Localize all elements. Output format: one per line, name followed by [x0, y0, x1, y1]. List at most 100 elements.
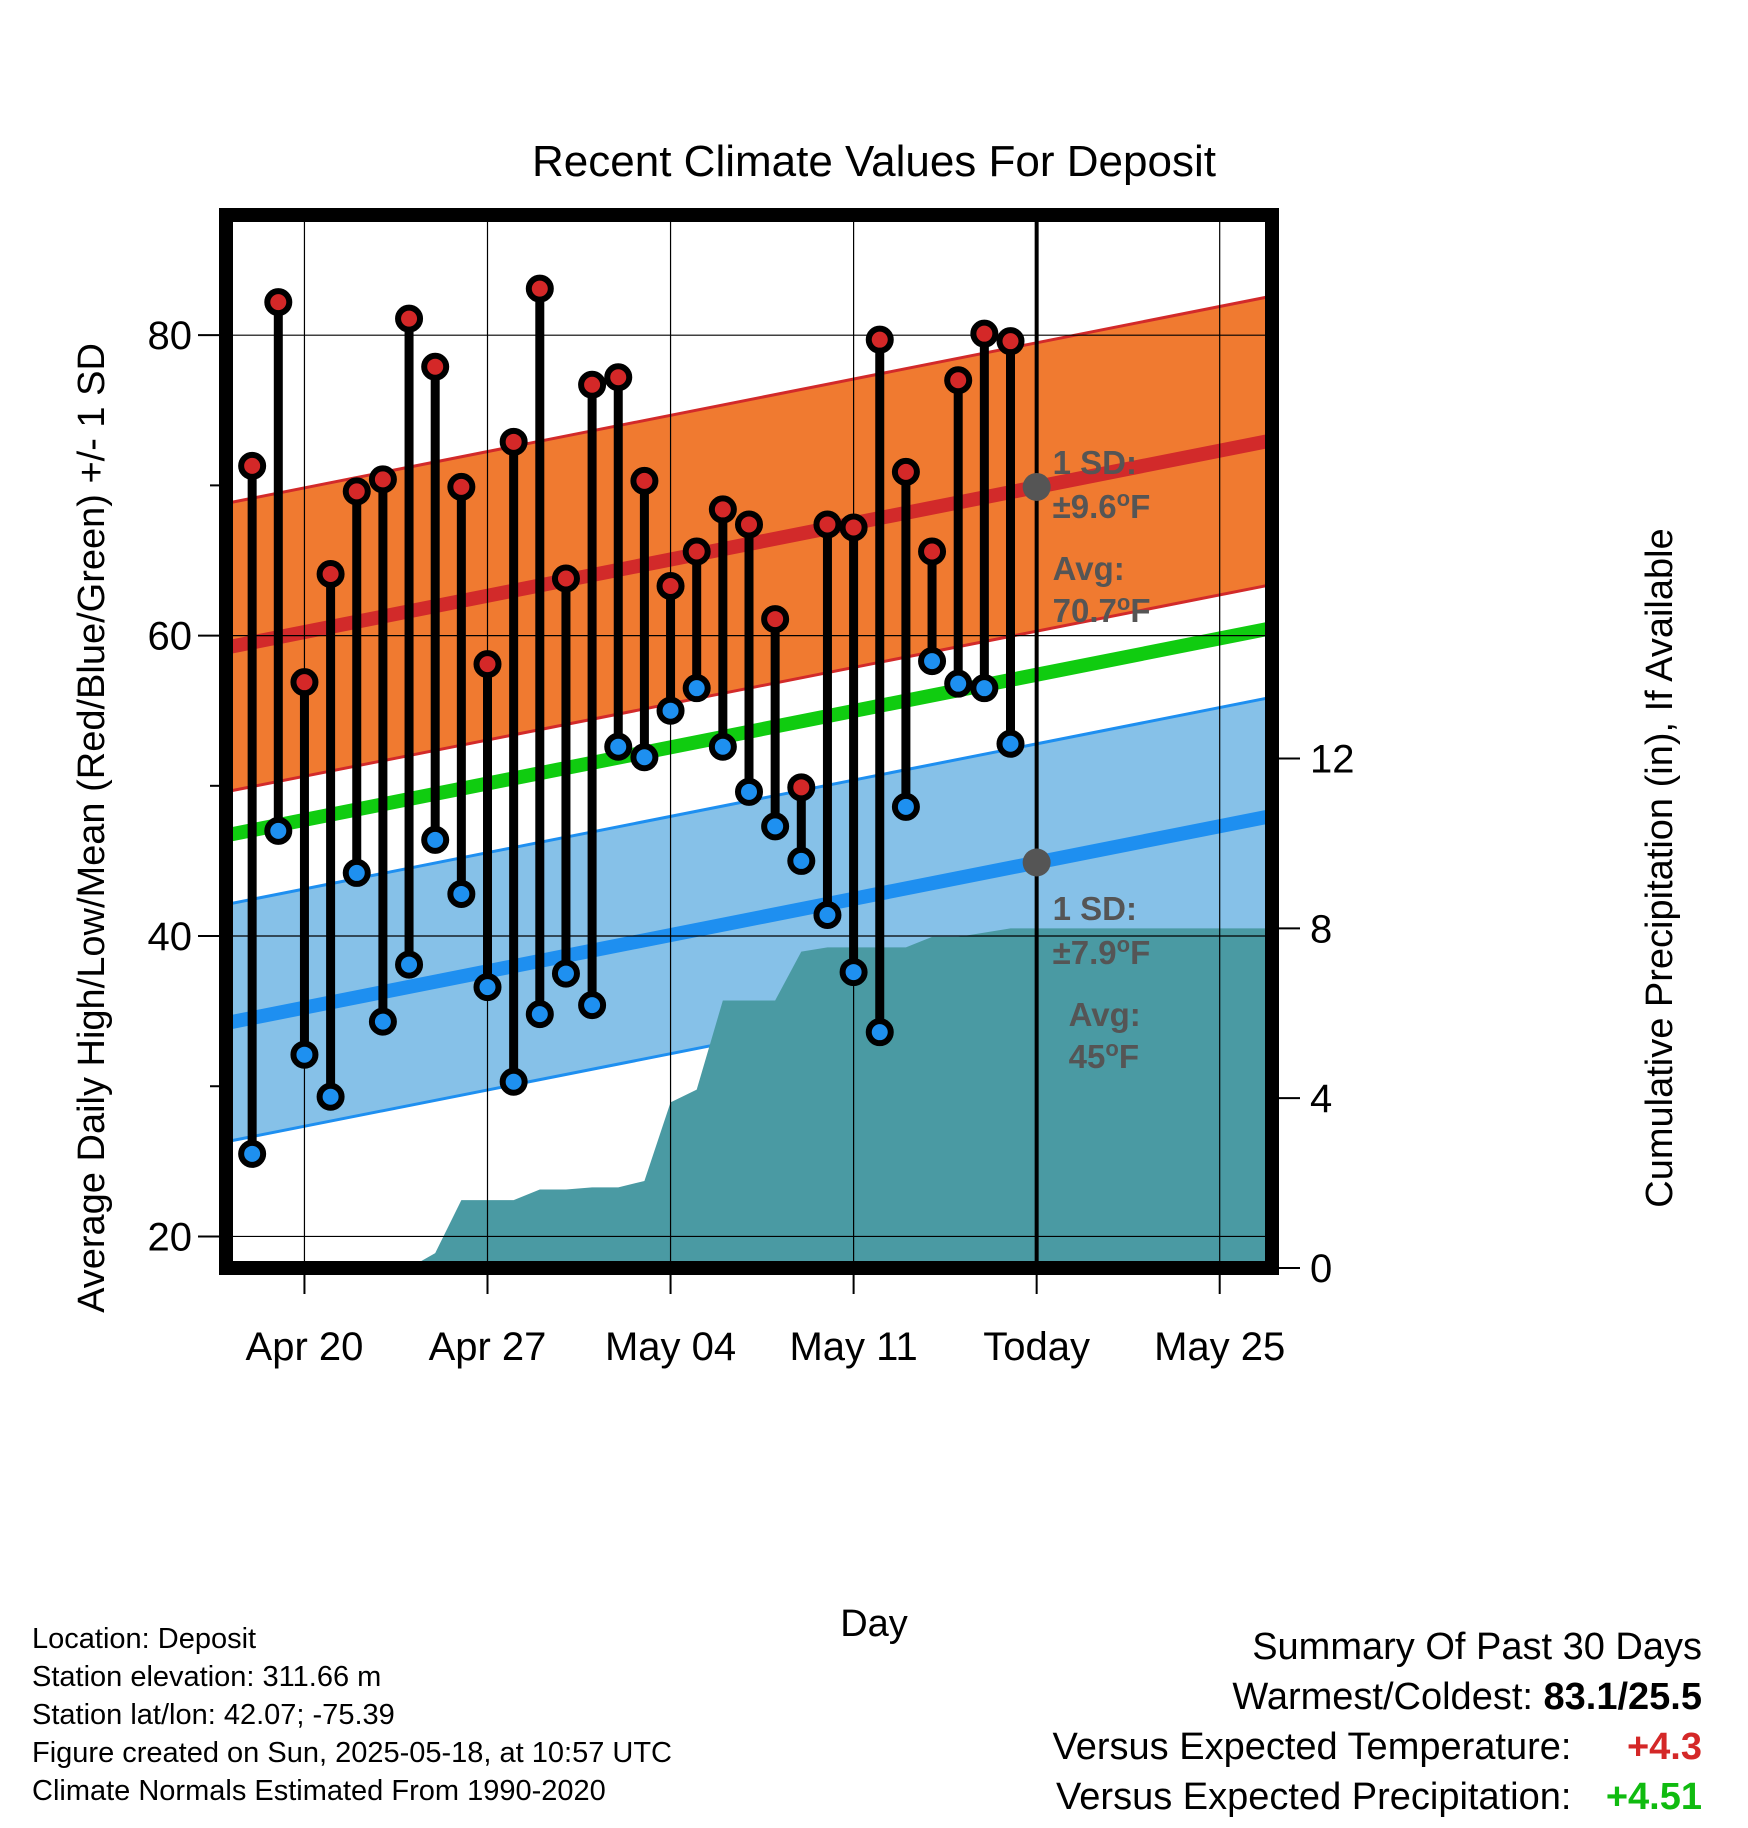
low-avg-label: Avg:: [1069, 996, 1141, 1033]
high-temp-point: [682, 537, 711, 566]
y2-axis-label: Cumulative Precipitation (in), If Availa…: [1639, 528, 1681, 1207]
low-temp-point: [447, 879, 476, 908]
summary-heading: Summary Of Past 30 Days: [1252, 1626, 1702, 1668]
low-temp-point: [604, 732, 633, 761]
low-temp-point: [918, 647, 947, 676]
high-sd-value: ±9.6oF: [1053, 486, 1151, 525]
station-info: Location: Deposit Station elevation: 311…: [32, 1620, 672, 1810]
high-temp-point: [551, 564, 580, 593]
high-temp-point: [499, 427, 528, 456]
high-temp-point: [316, 560, 345, 589]
low-avg-line: [226, 808, 1272, 1031]
created-text: Figure created on Sun, 2025-05-18, at 10…: [32, 1737, 672, 1769]
low-temp-point: [787, 846, 816, 875]
low-temp-point: [996, 729, 1025, 758]
low-sd-label: 1 SD:: [1053, 890, 1137, 927]
low-temp-point: [865, 1018, 894, 1047]
y2-tick-label: 4: [1310, 1077, 1332, 1121]
high-temp-point: [656, 572, 685, 601]
low-temp-point: [970, 674, 999, 703]
low-temp-point: [891, 792, 920, 821]
low-temp-point: [316, 1082, 345, 1111]
summary-panel: Summary Of Past 30 Days Warmest/Coldest:…: [1053, 1622, 1702, 1822]
low-temp-point: [238, 1139, 267, 1168]
high-temp-point: [865, 325, 894, 354]
low-temp-point: [630, 743, 659, 772]
precip-label: Versus Expected Precipitation:: [1056, 1776, 1572, 1818]
low-temp-point: [290, 1040, 319, 1069]
high-temp-point: [787, 773, 816, 802]
high-temp-point: [996, 327, 1025, 356]
high-avg-label: Avg:: [1053, 550, 1125, 587]
warm-cold-value: 83.1/25.5: [1543, 1676, 1702, 1718]
y-tick-label: 60: [148, 615, 193, 659]
days-number-label: 30: [1049, 1382, 1086, 1419]
temp-value: +4.3: [1626, 1726, 1702, 1768]
plot-frame: [219, 208, 1279, 1275]
low-temp-point: [682, 674, 711, 703]
low-temp-point: [421, 825, 450, 854]
precip-row: Versus Expected Precipitation: +4.51: [1053, 1772, 1702, 1822]
x-tick-label: May 25: [1154, 1325, 1285, 1369]
low-temp-point: [368, 1007, 397, 1036]
low-temp-point: [499, 1067, 528, 1096]
x-tick-label: May 11: [789, 1325, 917, 1369]
low-temp-point: [735, 777, 763, 806]
high-temp-point: [368, 465, 397, 494]
low-temp-point: [525, 1000, 554, 1029]
high-upper-sd-line: [226, 294, 1272, 505]
high-temp-point: [447, 472, 476, 501]
precip-area: [226, 928, 1272, 1268]
low-temp-point: [944, 669, 973, 698]
low-temp-point: [342, 858, 371, 887]
low-avg-value: 45oF: [1069, 1036, 1139, 1075]
y2-tick-label: 8: [1310, 907, 1332, 951]
high-temp-point: [970, 319, 999, 348]
high-temp-point: [473, 650, 502, 679]
high-temp-point: [761, 605, 790, 634]
x-tick-label: Apr 20: [246, 1325, 364, 1369]
low-temp-point: [264, 816, 293, 845]
y-tick-label: 40: [148, 915, 193, 959]
today-high-avg-marker: [1022, 472, 1051, 501]
x-tick-label: May 04: [605, 1325, 736, 1369]
normals-text: Climate Normals Estimated From 1990-2020: [32, 1775, 606, 1807]
low-sd-value: ±7.9oF: [1053, 932, 1151, 971]
today-low-avg-marker: [1022, 848, 1051, 877]
high-temp-point: [944, 366, 973, 395]
high-temp-point: [735, 510, 763, 539]
low-temp-point: [708, 732, 737, 761]
elevation-text: Station elevation: 311.66 m: [32, 1661, 382, 1693]
high-temp-point: [708, 495, 737, 524]
high-temp-point: [421, 352, 450, 381]
high-temp-point: [813, 510, 842, 539]
high-sd-label: 1 SD:: [1053, 444, 1137, 481]
low-temp-point: [395, 950, 424, 979]
y2-tick-label: 12: [1310, 737, 1355, 781]
latlon-text: Station lat/lon: 42.07; -75.39: [32, 1699, 395, 1731]
temp-row: Versus Expected Temperature: +4.3: [1053, 1722, 1702, 1772]
low-temp-point: [578, 991, 607, 1020]
low-temp-point: [839, 958, 868, 987]
location-text: Location: Deposit: [32, 1623, 257, 1655]
days-word-label: Days: [1049, 1426, 1128, 1463]
y2-tick-label: 0: [1310, 1247, 1332, 1291]
warm-cold-row: Warmest/Coldest: 83.1/25.5: [1053, 1672, 1702, 1722]
low-temp-point: [813, 900, 842, 929]
chart-title: Recent Climate Values For Deposit: [532, 137, 1216, 186]
y-tick-label: 80: [148, 314, 193, 358]
high-temp-point: [395, 304, 424, 333]
high-temp-point: [525, 274, 554, 303]
high-temp-point: [578, 370, 607, 399]
high-temp-point: [630, 466, 659, 495]
high-temp-point: [290, 668, 319, 697]
low-temp-point: [473, 973, 502, 1002]
high-avg-value: 70.7oF: [1053, 590, 1151, 629]
high-temp-point: [891, 457, 920, 486]
precip-value: +4.51: [1605, 1776, 1702, 1818]
warm-cold-label: Warmest/Coldest:: [1232, 1676, 1533, 1718]
high-temp-point: [342, 477, 371, 506]
high-temp-point: [264, 288, 293, 317]
high-temp-point: [839, 513, 868, 542]
